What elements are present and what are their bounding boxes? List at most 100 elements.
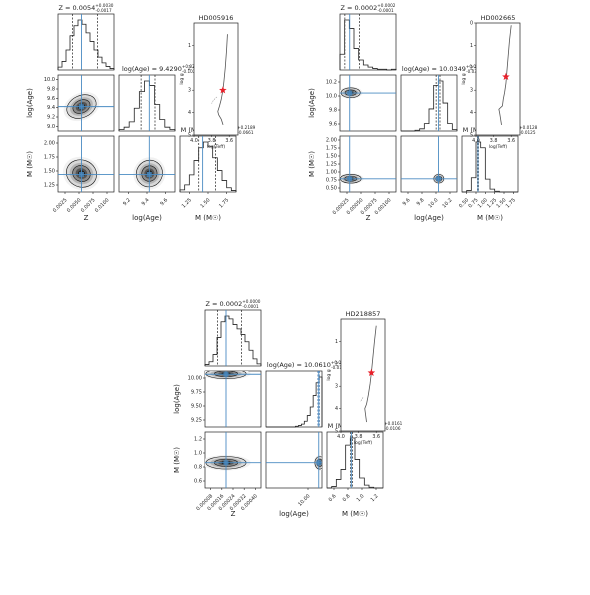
- mass-axis-label: M (M☉): [342, 510, 368, 518]
- z-mass-density-density: [340, 136, 396, 192]
- hr-diagram-title: HD002665: [481, 14, 516, 22]
- hr-diagram-frame: [340, 318, 386, 432]
- title-sup: +0.0002: [377, 3, 395, 8]
- age-mass-density-frame: [265, 431, 323, 489]
- mass-histogram-step: [179, 141, 237, 192]
- age-title: log(Age) = 9.4290+0.0709 -0.1026: [122, 64, 200, 74]
- age-title: log(Age) = 10.0610+0.0116 -0.0157: [267, 360, 350, 370]
- hr-diagram-ytick-label: 2: [188, 65, 191, 71]
- hr-diagram-xtick-label: 3.8: [208, 138, 216, 144]
- hr-diagram-track: [498, 25, 512, 125]
- age-mass-density-density: [119, 136, 175, 192]
- hr-diagram-title: HD005916: [199, 14, 234, 22]
- hr-diagram-ylabel: log g: [461, 73, 467, 84]
- corner-plot-hd218857: Z = 0.0002+0.0000 -0.0001 log(Age) = 10.06…: [173, 299, 403, 518]
- title-sup: +0.0221: [466, 64, 484, 69]
- hr-diagram-xtick-label: 3.6: [225, 138, 233, 144]
- title-sup: +0.0030: [95, 3, 113, 8]
- age-mass-density-density: [266, 432, 322, 488]
- age-y-tick-label: 10.00: [188, 376, 202, 382]
- mass-y-tick-label: 2.00: [44, 141, 55, 147]
- hr-diagram-ytick-label: 1: [335, 339, 338, 345]
- hr-diagram-star-marker: [219, 86, 227, 94]
- mass-histogram-step: [462, 141, 518, 193]
- mass-x-tick-label: 1.25: [181, 197, 193, 209]
- hr-diagram-xlabel: log(Teff): [207, 144, 225, 150]
- mass-y-tick-label: 1.75: [326, 146, 337, 152]
- age-y-tick-label: 10.0: [44, 77, 55, 83]
- mass-x-tick-label: 1.75: [218, 197, 230, 209]
- z-title: Z = 0.0054+0.0030 -0.0017: [59, 3, 114, 13]
- mass-y-tick-label: 1.2: [194, 437, 202, 443]
- mass-y-tick-label: 2.00: [326, 138, 337, 144]
- mass-axis-label: M (M☉): [195, 214, 221, 222]
- title-sub: -0.0017: [95, 8, 111, 13]
- hr-diagram-ylabel: log g: [326, 369, 332, 380]
- age-x-tick-label: 9.8: [416, 197, 426, 207]
- age-y-tick-label: 10.0: [326, 94, 337, 100]
- mass-y-axis-label: M (M☉): [308, 151, 316, 177]
- hr-diagram-ytick-label: 2: [335, 361, 338, 367]
- z-mass-density-truth-marker: [78, 171, 84, 177]
- hr-diagram-xlabel: log(Teff): [354, 440, 372, 446]
- age-y-axis-label: log(Age): [308, 88, 316, 118]
- age-mass-density-truth-marker: [316, 460, 322, 466]
- age-histogram-frame: [265, 370, 323, 428]
- hr-diagram-ytick-label: 5: [335, 429, 338, 435]
- age-y-axis-label: log(Age): [173, 384, 181, 414]
- z-age-density-density: [58, 75, 114, 131]
- hr-diagram-xlabel: log(Teff): [489, 144, 507, 150]
- age-y-tick-label: 9.8: [47, 87, 55, 93]
- z-age-density-truth-marker: [347, 90, 353, 96]
- age-mass-density-truth-marker: [146, 171, 152, 177]
- age-mass-density-truth-marker: [435, 176, 441, 182]
- age-mass-density-frame: [400, 135, 458, 193]
- mass-histogram-step: [327, 437, 383, 489]
- z-axis-label: Z: [366, 214, 371, 222]
- age-x-tick-label: 10.0: [427, 197, 439, 209]
- mass-x-tick-label: 0.8: [342, 493, 352, 503]
- title-sup: +0.0116: [331, 360, 349, 365]
- mass-x-tick-label: 1.75: [505, 197, 517, 209]
- age-x-tick-label: 10.00: [297, 493, 311, 507]
- age-y-tick-label: 9.8: [329, 108, 337, 114]
- hr-diagram-star-marker: [367, 368, 376, 376]
- title-sub: -0.0125: [519, 130, 535, 135]
- hr-diagram-ytick-label: 0: [470, 21, 473, 27]
- age-mass-density-density: [401, 136, 457, 192]
- age-y-tick-label: 9.6: [329, 122, 337, 128]
- hr-diagram-track: [217, 34, 228, 126]
- age-histogram-step: [266, 376, 323, 428]
- age-x-tick-label: 9.2: [122, 197, 132, 207]
- age-title: log(Age) = 10.0349+0.0221 -0.0329: [402, 64, 485, 74]
- z-age-density-truth-marker: [223, 371, 229, 377]
- hr-diagram-ytick-label: 3: [335, 384, 338, 390]
- z-histogram-frame: [57, 13, 115, 71]
- mass-y-tick-label: 0.8: [194, 465, 202, 471]
- age-y-tick-label: 9.50: [191, 404, 202, 410]
- hr-diagram-ytick-label: 4: [188, 110, 191, 116]
- mass-y-tick-label: 0.6: [194, 479, 202, 485]
- age-x-tick-label: 9.4: [141, 197, 151, 207]
- z-mass-density-truth-marker: [347, 176, 353, 182]
- age-x-tick-label: 9.6: [159, 197, 169, 207]
- title-sub: -0.0329: [466, 69, 482, 74]
- age-y-tick-label: 9.25: [191, 418, 202, 424]
- z-axis-label: Z: [231, 510, 236, 518]
- age-histogram-frame: [118, 74, 176, 132]
- z-age-density-density: [205, 371, 261, 427]
- age-x-tick-label: 10.2: [441, 197, 453, 209]
- hr-diagram-ytick-label: 3: [188, 88, 191, 94]
- mass-y-tick-label: 0.50: [326, 186, 337, 192]
- hr-diagram-xtick-label: 4.0: [337, 434, 345, 440]
- hr-diagram-ytick-label: 4: [335, 406, 338, 412]
- age-y-axis-label: log(Age): [26, 88, 34, 118]
- title-sub: -0.0661: [237, 130, 253, 135]
- age-y-tick-label: 9.4: [47, 105, 55, 111]
- hr-diagram-track-secondary: [360, 397, 364, 403]
- hr-diagram-xtick-label: 3.8: [490, 138, 498, 144]
- mass-y-tick-label: 0.75: [326, 178, 337, 184]
- hr-diagram-ytick-label: 2: [470, 65, 473, 71]
- z-title: Z = 0.0002+0.0002 -0.0001: [341, 3, 396, 13]
- z-age-density-density: [340, 75, 396, 131]
